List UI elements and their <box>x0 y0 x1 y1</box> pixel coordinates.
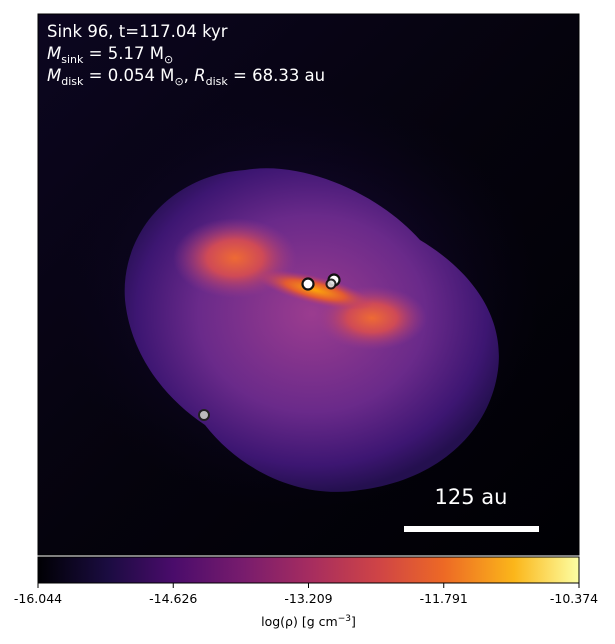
colorbar-tick-label-3: -11.791 <box>420 591 468 606</box>
colorbar-tick-label-0: -16.044 <box>14 591 62 606</box>
sink-right-b <box>325 278 337 290</box>
sink-particles <box>198 273 341 421</box>
central-filament <box>256 270 374 310</box>
colorbar-gradient <box>37 556 580 584</box>
sink-lower-left <box>198 409 210 421</box>
colorbar-tick-label-1: -14.626 <box>149 591 197 606</box>
colorbar-ticks <box>37 583 580 588</box>
colorbar: -16.044 -14.626 -13.209 -11.791 -10.374 … <box>14 556 598 629</box>
scalebar <box>404 526 539 532</box>
panel-frame <box>37 13 580 556</box>
colorbar-axis-label: log(ρ) [g cm−3] <box>261 614 356 629</box>
sink-title-line: Sink 96, t=117.04 kyr <box>47 22 228 41</box>
scalebar-label: 125 au <box>435 485 508 509</box>
density-image-panel <box>38 14 579 555</box>
colorbar-tick-label-4: -10.374 <box>550 591 598 606</box>
sink-mass-line: Msink = 5.17 M⊙ <box>47 44 173 66</box>
sink-left-inner <box>301 277 315 291</box>
colorbar-tick-label-2: -13.209 <box>284 591 332 606</box>
disk-properties-line: Mdisk = 0.054 M⊙, Rdisk = 68.33 au <box>47 66 325 88</box>
